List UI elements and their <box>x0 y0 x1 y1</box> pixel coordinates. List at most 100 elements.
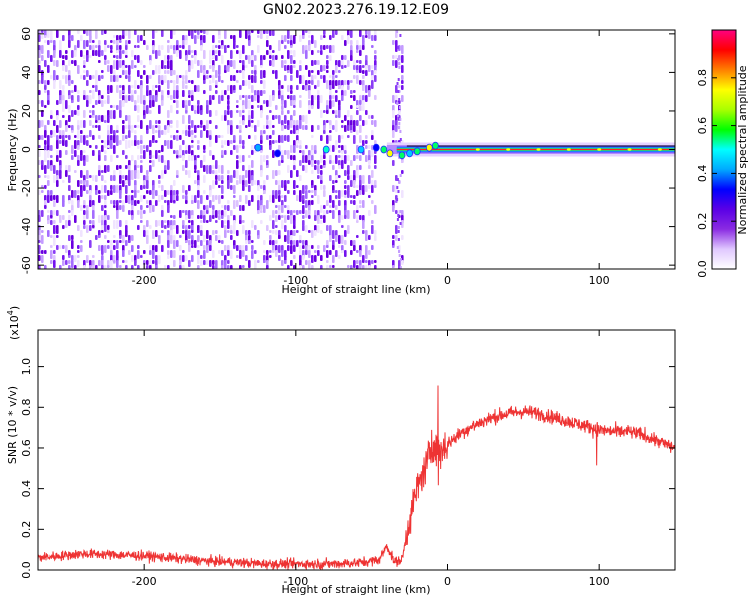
spectrogram-cell <box>191 130 194 135</box>
spectrogram-cell <box>239 110 242 117</box>
spectrogram-cell <box>311 35 314 44</box>
spectrogram-cell <box>197 140 200 144</box>
spectrogram-cell <box>362 220 365 229</box>
spectrogram-cell <box>272 95 275 101</box>
spectrogram-cell <box>365 120 368 125</box>
spectrogram-cell <box>401 260 404 265</box>
spectrogram-cell <box>365 135 368 139</box>
spectrogram-cell <box>152 195 155 199</box>
spectrogram-cell <box>350 130 353 133</box>
spectrogram-cell <box>341 215 344 220</box>
spectrogram-cell <box>242 180 245 186</box>
spectrogram-cell <box>143 195 146 199</box>
spectrogram-cell <box>122 35 125 39</box>
spectrogram-cell <box>53 200 56 207</box>
spectrogram-cell <box>269 135 272 139</box>
spectrogram-cell <box>329 210 332 213</box>
spectrogram-cell <box>56 175 59 180</box>
spectrogram-cell <box>161 100 164 106</box>
spectrogram-cell <box>164 225 167 229</box>
spectrogram-cell <box>131 255 134 262</box>
x-tick-label: -200 <box>132 575 157 588</box>
spectrogram-cell <box>302 240 305 245</box>
spectrogram-cell <box>320 155 323 163</box>
spectrogram-cell <box>251 70 254 74</box>
spectrogram-cell <box>335 80 338 86</box>
spectrogram-cell <box>59 170 62 179</box>
signal-blob <box>536 148 541 151</box>
spectrogram-cell <box>110 125 113 134</box>
spectrogram-cell <box>50 190 53 195</box>
spectrogram-cell <box>200 220 203 223</box>
spectrogram-cell <box>311 255 314 263</box>
spectrogram-cell <box>371 65 374 69</box>
spectrogram-cell <box>329 125 332 129</box>
spectrogram-cell <box>248 260 251 268</box>
spectrogram-cell <box>221 135 224 138</box>
spectrogram-cell <box>83 120 86 128</box>
spectrogram-cell <box>185 75 188 84</box>
spectrogram-cell <box>134 80 137 89</box>
spectrogram-cell <box>293 245 296 252</box>
spectrogram-cell <box>287 190 290 194</box>
spectrogram-cell <box>140 160 143 163</box>
spectrogram-cell <box>149 225 152 229</box>
spectrogram-cell <box>401 190 404 198</box>
spectrogram-cell <box>83 140 86 145</box>
spectrogram-cell <box>227 170 230 174</box>
spectrogram-cell <box>284 125 287 129</box>
spectrogram-cell <box>68 185 71 191</box>
spectrogram-cell <box>299 210 302 214</box>
spectrogram-cell <box>185 110 188 113</box>
spectrogram-cell <box>122 100 125 107</box>
spectrogram-cell <box>41 110 44 117</box>
spectrogram-cell <box>104 150 107 154</box>
colorbar-tick-label: 0.0 <box>696 260 709 278</box>
spectrogram-cell <box>396 186 399 189</box>
spectrogram-cell <box>164 70 167 74</box>
spectrogram-cell <box>197 215 200 219</box>
spectrogram-cell <box>218 45 221 49</box>
spectrogram-cell <box>71 235 74 240</box>
spectrogram-cell <box>164 220 167 223</box>
spectrogram-cell <box>251 60 254 67</box>
spectrogram-cell <box>170 30 173 39</box>
spectrogram-cell <box>125 135 128 139</box>
spectrogram-cell <box>122 175 125 179</box>
spectrogram-cell <box>116 205 119 211</box>
spectrogram-cell <box>272 220 275 229</box>
signal-blob <box>254 143 262 152</box>
spectrogram-cell <box>293 165 296 170</box>
spectrogram-cell <box>338 165 341 169</box>
spectrogram-cell <box>399 222 402 225</box>
spectrogram-cell <box>167 205 170 213</box>
spectrogram-cell <box>122 180 125 187</box>
spectrogram-cell <box>365 95 368 102</box>
spectrogram-cell <box>347 170 350 175</box>
spectrogram-cell <box>347 155 350 161</box>
colorbar-tick-label: 0.8 <box>696 69 709 87</box>
spectrogram-cell <box>365 260 368 263</box>
spectrogram-cell <box>326 110 329 114</box>
spectrogram-cell <box>221 240 224 244</box>
spectrogram-cell <box>143 70 146 75</box>
spectrogram-cell <box>77 145 80 150</box>
spectrogram-cell <box>221 45 224 49</box>
spectrogram-cell <box>260 70 263 79</box>
spectrogram-cell <box>251 145 254 151</box>
spectrogram-cell <box>71 35 74 41</box>
spectrogram-cell <box>161 60 164 69</box>
spectrogram-cell <box>191 30 194 39</box>
spectrogram-cell <box>287 125 290 130</box>
spectrogram-cell <box>113 40 116 44</box>
spectrogram-cell <box>347 85 350 90</box>
spectrogram-cell <box>305 250 308 255</box>
spectrogram-cell <box>182 250 185 253</box>
spectrogram-cell <box>368 30 371 39</box>
spectrogram-cell <box>263 130 266 134</box>
spectrogram-cell <box>227 85 230 91</box>
spectrogram-cell <box>122 150 125 155</box>
spectrogram-cell <box>215 180 218 185</box>
spectrogram-cell <box>128 180 131 186</box>
spectrogram-cell <box>284 135 287 141</box>
